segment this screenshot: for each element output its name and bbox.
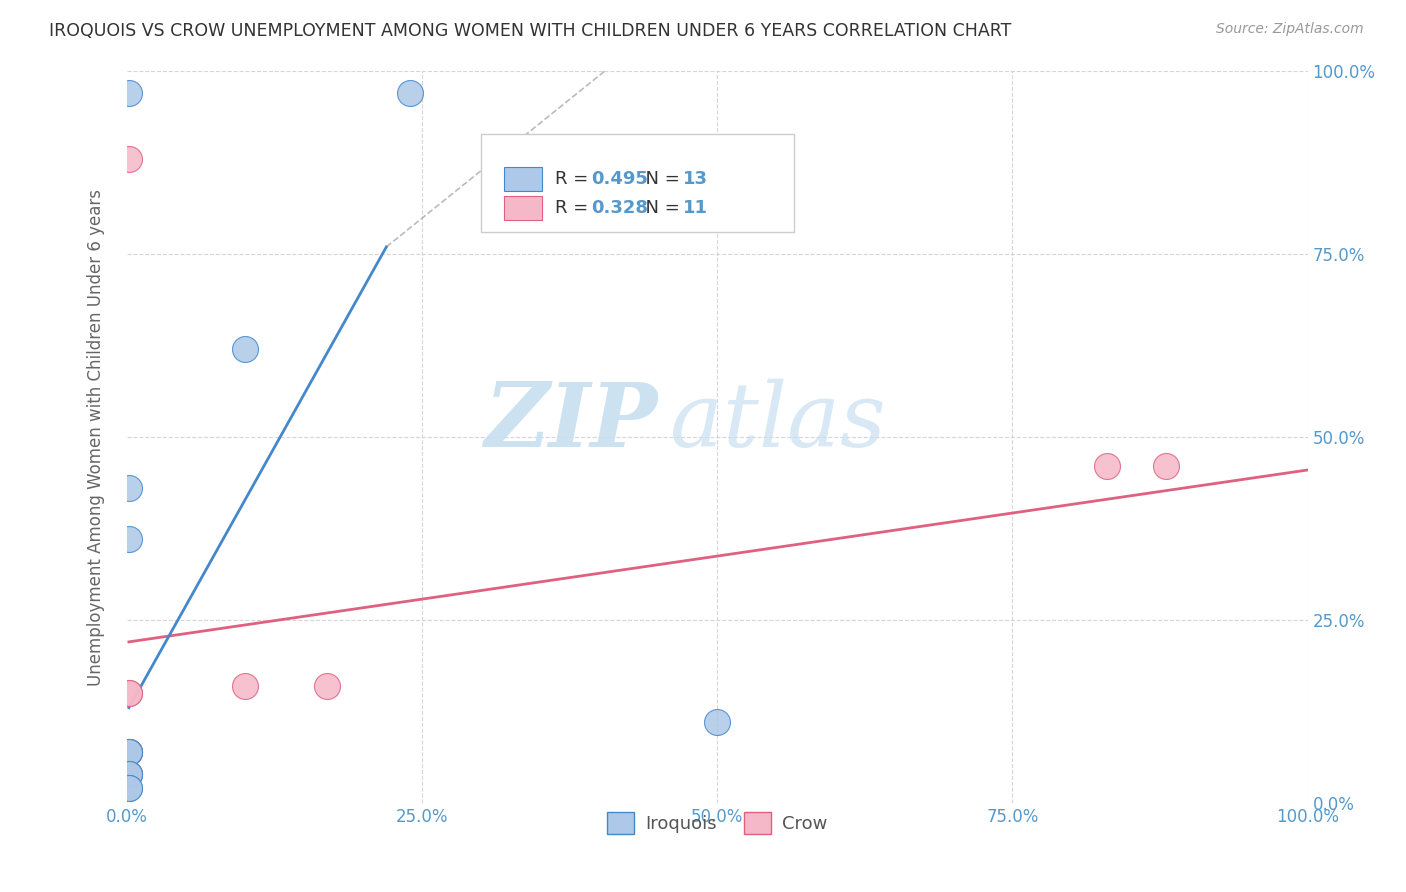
FancyBboxPatch shape bbox=[481, 134, 794, 232]
Point bbox=[118, 781, 141, 796]
Point bbox=[118, 686, 141, 700]
Text: N =: N = bbox=[634, 169, 686, 188]
Point bbox=[118, 766, 141, 780]
Text: 0.328: 0.328 bbox=[591, 199, 648, 217]
Point bbox=[118, 745, 141, 759]
Point bbox=[1154, 459, 1177, 474]
Point bbox=[118, 87, 141, 101]
Legend: Iroquois, Crow: Iroquois, Crow bbox=[600, 805, 834, 841]
Text: Source: ZipAtlas.com: Source: ZipAtlas.com bbox=[1216, 22, 1364, 37]
Point bbox=[1095, 459, 1118, 474]
Point bbox=[399, 87, 422, 101]
Point bbox=[118, 745, 141, 759]
Text: atlas: atlas bbox=[669, 379, 886, 466]
Point bbox=[118, 766, 141, 780]
Text: 13: 13 bbox=[683, 169, 707, 188]
Point bbox=[233, 679, 256, 693]
Point bbox=[118, 686, 141, 700]
Point bbox=[118, 745, 141, 759]
Text: 11: 11 bbox=[683, 199, 707, 217]
Point bbox=[706, 715, 728, 730]
Point bbox=[118, 745, 141, 759]
Point bbox=[118, 766, 141, 780]
Point bbox=[233, 343, 256, 357]
Point bbox=[118, 781, 141, 796]
Point bbox=[118, 481, 141, 495]
Point bbox=[316, 679, 339, 693]
Point bbox=[118, 152, 141, 166]
Text: ZIP: ZIP bbox=[485, 379, 658, 466]
Text: N =: N = bbox=[634, 199, 686, 217]
Text: 0.495: 0.495 bbox=[591, 169, 648, 188]
Point bbox=[118, 533, 141, 547]
Point bbox=[118, 745, 141, 759]
FancyBboxPatch shape bbox=[505, 167, 543, 191]
Text: R =: R = bbox=[555, 199, 595, 217]
Text: R =: R = bbox=[555, 169, 595, 188]
FancyBboxPatch shape bbox=[505, 196, 543, 219]
Y-axis label: Unemployment Among Women with Children Under 6 years: Unemployment Among Women with Children U… bbox=[87, 188, 105, 686]
Point bbox=[118, 766, 141, 780]
Text: IROQUOIS VS CROW UNEMPLOYMENT AMONG WOMEN WITH CHILDREN UNDER 6 YEARS CORRELATIO: IROQUOIS VS CROW UNEMPLOYMENT AMONG WOME… bbox=[49, 22, 1011, 40]
